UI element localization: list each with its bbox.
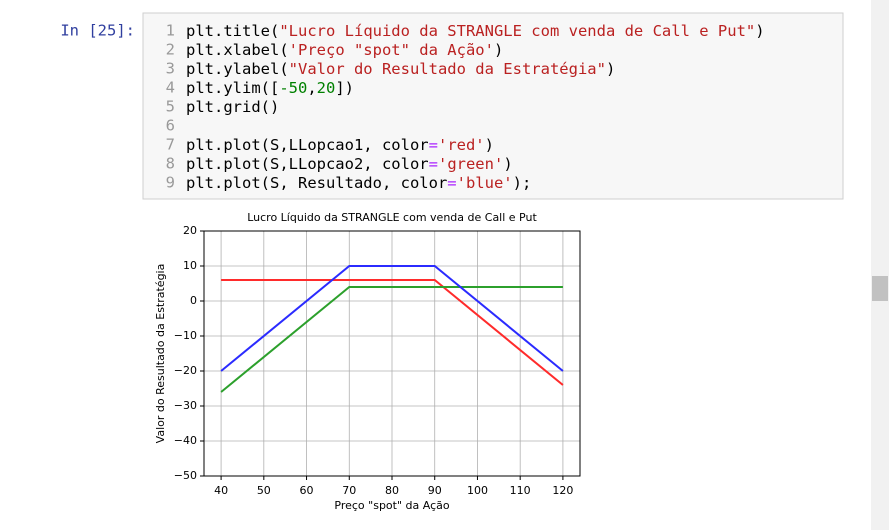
line-number: 3 xyxy=(166,60,175,78)
x-tick-label: 80 xyxy=(385,484,399,497)
y-tick-label: −10 xyxy=(174,329,197,342)
code-line: plt.plot(S,LLopcao2, color='green') xyxy=(186,155,513,173)
code-cell[interactable] xyxy=(142,12,844,200)
line-number: 2 xyxy=(166,41,175,59)
x-tick-label: 100 xyxy=(467,484,488,497)
line-number: 4 xyxy=(166,79,175,97)
code-line: plt.ylim([-50,20]) xyxy=(186,79,354,97)
line-number: 6 xyxy=(166,117,175,135)
y-axis-label: Valor do Resultado da Estratégia xyxy=(154,264,167,444)
line-number: 8 xyxy=(166,155,175,173)
series-line xyxy=(220,286,563,393)
y-tick-label: 0 xyxy=(190,294,197,307)
chart: Lucro Líquido da STRANGLE com venda de C… xyxy=(154,211,581,512)
x-axis-label: Preço "spot" da Ação xyxy=(334,499,449,512)
line-number: 1 xyxy=(166,22,175,40)
x-tick-label: 40 xyxy=(214,484,228,497)
y-tick-label: −50 xyxy=(174,469,197,482)
x-tick-label: 70 xyxy=(342,484,356,497)
y-tick-label: 20 xyxy=(183,224,197,237)
plot-frame xyxy=(203,230,581,477)
code-line: plt.plot(S, Resultado, color='blue'); xyxy=(186,174,531,192)
y-tick-label: −40 xyxy=(174,434,197,447)
code-lines: 1 plt.title("Lucro Líquido da STRANGLE co… xyxy=(166,22,765,192)
y-tick-label: 10 xyxy=(183,259,197,272)
y-tick-label: −30 xyxy=(174,399,197,412)
cell-prompt: In [25]: xyxy=(60,22,135,40)
y-tick-label: −20 xyxy=(174,364,197,377)
code-line: plt.title("Lucro Líquido da STRANGLE com… xyxy=(186,22,765,40)
line-number: 7 xyxy=(166,136,175,154)
code-line: plt.grid() xyxy=(186,98,279,116)
x-tick-label: 50 xyxy=(257,484,271,497)
x-tick-label: 60 xyxy=(300,484,314,497)
line-number: 9 xyxy=(166,174,175,192)
scrollbar[interactable] xyxy=(871,0,889,530)
chart-title: Lucro Líquido da STRANGLE com venda de C… xyxy=(247,211,537,224)
code-line: plt.ylabel("Valor do Resultado da Estrat… xyxy=(186,60,615,78)
x-tick-label: 110 xyxy=(510,484,531,497)
code-line: plt.xlabel('Preço "spot" da Ação') xyxy=(186,41,503,59)
line-number: 5 xyxy=(166,98,175,116)
series-line xyxy=(221,279,564,386)
series-line xyxy=(220,265,564,372)
scrollbar-thumb[interactable] xyxy=(872,276,888,301)
x-tick-label: 90 xyxy=(428,484,442,497)
x-tick-label: 120 xyxy=(552,484,573,497)
code-line: plt.plot(S,LLopcao1, color='red') xyxy=(186,136,494,154)
